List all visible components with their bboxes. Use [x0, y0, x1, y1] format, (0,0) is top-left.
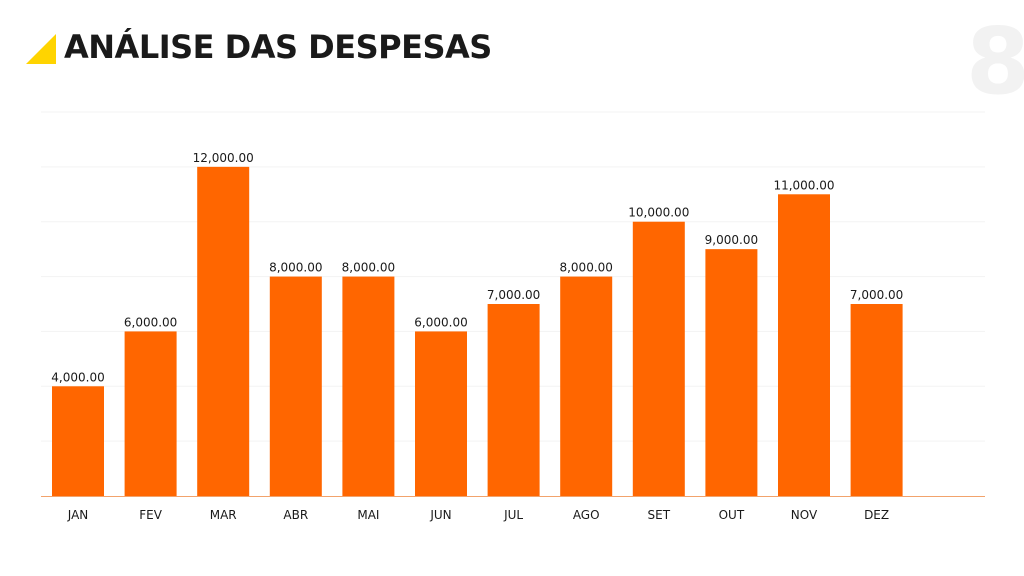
x-tick-label: MAR [210, 508, 237, 522]
bar-value-label: 6,000.00 [124, 315, 177, 329]
page-title: ANÁLISE DAS DESPESAS [64, 28, 492, 66]
x-tick-label: NOV [791, 508, 818, 522]
x-tick-label: OUT [719, 508, 745, 522]
bar-value-label: 9,000.00 [705, 233, 758, 247]
x-tick-label: JUL [503, 508, 523, 522]
x-tick-label: AGO [573, 508, 600, 522]
bar-value-label: 12,000.00 [193, 151, 254, 165]
bar-value-label: 7,000.00 [850, 288, 903, 302]
bar-abr [269, 276, 322, 496]
x-tick-label: ABR [283, 508, 308, 522]
bars: 4,000.00 6,000.00 12,000.00 8,000.00 8,000.0… [51, 151, 903, 497]
bar-value-label: 6,000.00 [414, 315, 467, 329]
x-axis: JAN FEV MAR ABR MAI JUN JUL AGO SET OUT NOV DEZ [41, 496, 985, 522]
x-tick-label: SET [648, 508, 671, 522]
triangle-accent-shape [26, 34, 56, 64]
x-tick-label: MAI [357, 508, 379, 522]
bar-value-label: 7,000.00 [487, 288, 540, 302]
bar-set [632, 221, 685, 496]
bar-value-label: 8,000.00 [269, 261, 322, 275]
bar-fev [124, 331, 177, 496]
bar-ago [560, 276, 613, 496]
x-tick-label: JAN [67, 508, 89, 522]
bar-value-label: 8,000.00 [559, 261, 612, 275]
page-number: 8 [965, 8, 1024, 115]
bar-jul [487, 304, 540, 496]
bar-jan [52, 386, 104, 496]
bar-value-label: 8,000.00 [342, 261, 395, 275]
bar-value-label: 10,000.00 [628, 206, 689, 220]
x-tick-label: JUN [429, 508, 451, 522]
bar-mai [342, 276, 395, 496]
x-tick-label: DEZ [864, 508, 889, 522]
x-tick-label: FEV [139, 508, 162, 522]
bar-value-label: 11,000.00 [773, 178, 834, 192]
title-bar: ANÁLISE DAS DESPESAS [26, 22, 492, 72]
bar-nov [778, 194, 830, 497]
bar-jun [415, 331, 467, 496]
bar-value-label: 4,000.00 [51, 370, 104, 384]
triangle-accent-icon [26, 34, 56, 64]
bar-mar [197, 166, 250, 496]
bar-dez [850, 304, 903, 496]
bar-out [705, 249, 758, 496]
